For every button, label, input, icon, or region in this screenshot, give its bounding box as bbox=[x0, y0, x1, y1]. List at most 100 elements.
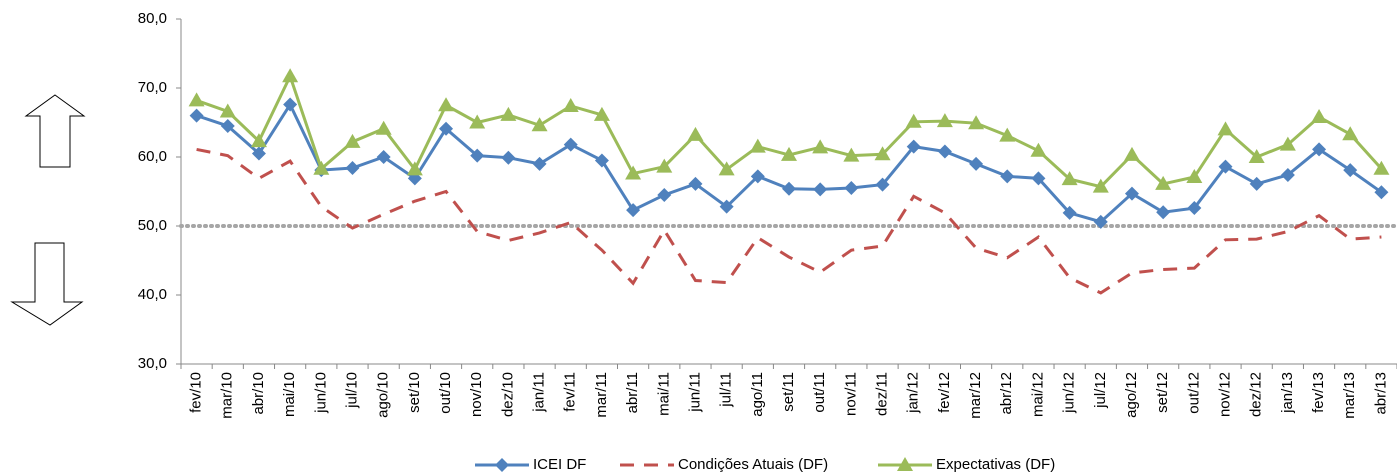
x-tick-label: jun/10 bbox=[312, 372, 329, 414]
x-tick-label: mai/10 bbox=[281, 372, 298, 417]
marker bbox=[188, 92, 205, 107]
marker bbox=[1061, 171, 1078, 186]
marker bbox=[594, 153, 609, 168]
y-tick-label: 30,0 bbox=[138, 355, 167, 372]
marker bbox=[1123, 146, 1140, 161]
marker bbox=[439, 121, 454, 136]
marker bbox=[1062, 205, 1077, 220]
x-tick-label: fev/12 bbox=[936, 372, 953, 413]
x-tick-label: mai/12 bbox=[1029, 372, 1046, 417]
marker bbox=[313, 160, 330, 175]
marker bbox=[375, 120, 392, 135]
x-tick-label: dez/11 bbox=[874, 372, 891, 416]
x-tick-label: ago/11 bbox=[749, 372, 766, 417]
marker bbox=[406, 161, 423, 176]
x-tick-label: nov/11 bbox=[842, 372, 859, 416]
legend-label: Expectativas (DF) bbox=[936, 456, 1055, 473]
marker bbox=[250, 133, 267, 148]
marker bbox=[1030, 142, 1047, 157]
marker bbox=[532, 156, 547, 171]
marker bbox=[688, 176, 703, 191]
marker bbox=[189, 108, 204, 123]
marker bbox=[1312, 142, 1327, 157]
marker bbox=[906, 139, 921, 154]
x-tick-label: dez/10 bbox=[499, 372, 516, 417]
marker bbox=[750, 169, 765, 184]
x-tick-label: out/12 bbox=[1185, 372, 1202, 414]
marker bbox=[1031, 171, 1046, 186]
marker bbox=[1155, 175, 1172, 190]
marker bbox=[1342, 126, 1359, 141]
marker bbox=[843, 147, 860, 162]
x-tick-label: out/10 bbox=[437, 372, 454, 414]
marker bbox=[495, 458, 509, 472]
marker bbox=[1217, 121, 1234, 136]
marker bbox=[376, 150, 391, 164]
x-tick-label: abr/12 bbox=[998, 372, 1015, 415]
marker bbox=[1218, 159, 1233, 174]
marker bbox=[812, 139, 829, 154]
marker bbox=[531, 117, 548, 132]
x-tick-label: nov/10 bbox=[468, 372, 485, 417]
marker bbox=[1280, 167, 1295, 182]
marker bbox=[999, 127, 1016, 142]
marker bbox=[626, 203, 641, 218]
x-tick-label: jan/13 bbox=[1279, 372, 1296, 414]
y-tick-label: 80,0 bbox=[138, 10, 167, 27]
y-tick-label: 50,0 bbox=[138, 217, 167, 234]
marker bbox=[438, 97, 455, 112]
x-tick-label: jul/12 bbox=[1092, 372, 1109, 409]
marker bbox=[718, 161, 735, 176]
marker bbox=[1187, 201, 1202, 216]
marker bbox=[469, 114, 486, 129]
x-tick-label: set/12 bbox=[1154, 372, 1171, 413]
x-tick-label: dez/12 bbox=[1248, 372, 1265, 417]
legend-label: ICEI DF bbox=[533, 456, 586, 473]
marker bbox=[1186, 169, 1203, 184]
marker bbox=[625, 165, 642, 180]
x-tick-label: mar/13 bbox=[1341, 372, 1358, 419]
x-tick-label: out/11 bbox=[811, 372, 828, 413]
marker bbox=[875, 177, 890, 192]
marker bbox=[1311, 108, 1328, 123]
marker bbox=[1156, 205, 1171, 220]
marker bbox=[905, 113, 922, 128]
marker bbox=[897, 457, 913, 471]
x-tick-label: mar/11 bbox=[593, 372, 610, 418]
marker bbox=[844, 181, 859, 196]
marker bbox=[1373, 160, 1390, 175]
x-tick-label: jun/11 bbox=[686, 372, 703, 413]
x-tick-label: ago/12 bbox=[1123, 372, 1140, 418]
marker bbox=[1248, 149, 1265, 163]
marker bbox=[937, 144, 952, 159]
x-tick-label: jul/11 bbox=[718, 372, 735, 408]
marker bbox=[563, 137, 578, 152]
marker bbox=[813, 182, 828, 197]
series-line bbox=[196, 72, 1383, 189]
x-tick-label: jun/12 bbox=[1061, 372, 1078, 414]
marker bbox=[719, 199, 734, 214]
marker bbox=[1093, 214, 1108, 229]
x-tick-label: mar/10 bbox=[219, 372, 236, 419]
x-tick-label: abr/13 bbox=[1372, 372, 1389, 415]
series-line bbox=[196, 147, 1382, 295]
x-tick-label: set/11 bbox=[780, 372, 797, 412]
marker bbox=[782, 181, 796, 196]
x-tick-label: fev/13 bbox=[1310, 372, 1327, 413]
x-tick-label: set/10 bbox=[406, 372, 423, 413]
marker bbox=[781, 146, 797, 161]
marker bbox=[1279, 136, 1296, 151]
marker bbox=[969, 156, 984, 171]
marker bbox=[749, 138, 766, 153]
x-tick-label: abr/11 bbox=[624, 372, 641, 413]
x-tick-label: mai/11 bbox=[655, 372, 672, 416]
marker bbox=[470, 148, 485, 163]
x-tick-label: jan/11 bbox=[531, 372, 548, 413]
legend-label: Condições Atuais (DF) bbox=[678, 456, 828, 473]
marker bbox=[282, 68, 299, 83]
marker bbox=[283, 97, 298, 112]
marker bbox=[687, 126, 704, 141]
marker bbox=[1374, 185, 1389, 200]
marker bbox=[1092, 178, 1109, 193]
